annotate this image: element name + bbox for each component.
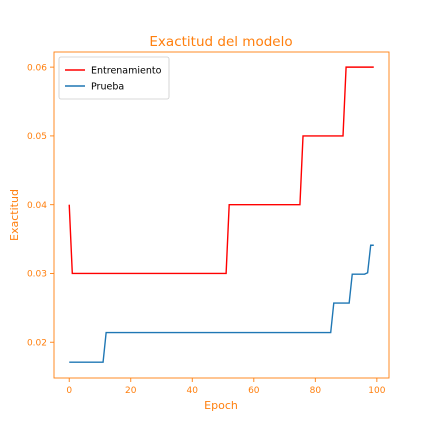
y-axis-ticks: 0.02 0.03 0.04 0.05 0.06	[27, 63, 54, 348]
legend: Entrenamiento Prueba	[58, 56, 170, 100]
x-tick-label: 80	[310, 386, 322, 396]
series-line-prueba	[69, 244, 374, 363]
x-tick-label: 0	[66, 386, 72, 396]
axes-frame	[53, 51, 390, 379]
y-tick-label: 0.06	[27, 63, 47, 73]
y-tick-label: 0.05	[27, 132, 47, 142]
plot-area	[68, 66, 374, 363]
y-tick-label: 0.02	[27, 338, 47, 348]
y-axis-label: Exactitud	[8, 189, 21, 241]
x-tick-label: 20	[125, 386, 137, 396]
legend-label: Prueba	[91, 82, 124, 93]
legend-label: Entrenamiento	[91, 66, 162, 77]
x-tick-label: 40	[187, 386, 199, 396]
x-axis-ticks: 0 20 40 60 80 100	[66, 378, 386, 396]
x-axis-label: Epoch	[204, 399, 238, 412]
series-line-entrenamiento	[68, 66, 374, 275]
y-tick-label: 0.04	[27, 201, 47, 211]
x-tick-label: 60	[248, 386, 260, 396]
legend-box	[58, 56, 170, 100]
x-tick-label: 100	[368, 386, 385, 396]
y-tick-label: 0.03	[27, 270, 47, 280]
chart-title: Exactitud del modelo	[149, 34, 292, 50]
